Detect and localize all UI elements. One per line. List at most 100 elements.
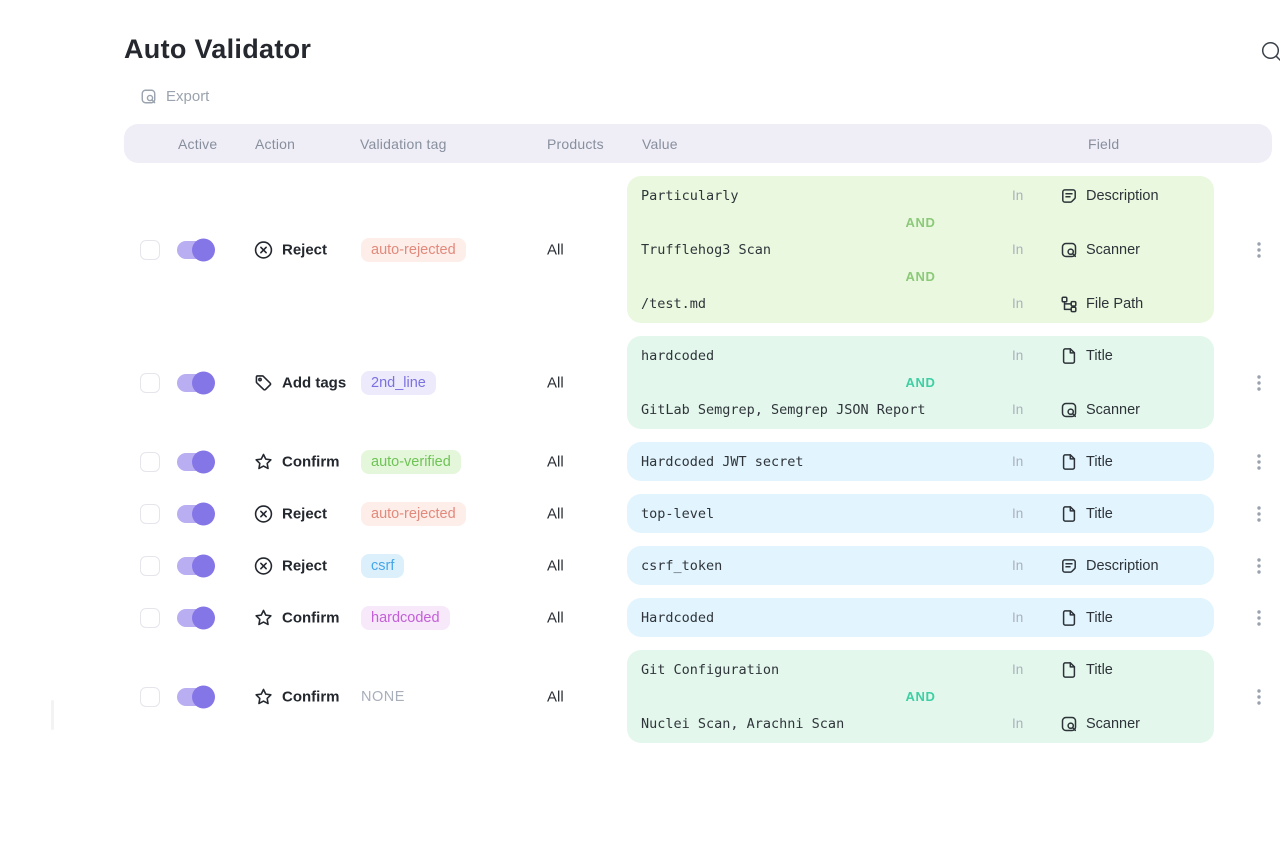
description-icon bbox=[1062, 188, 1076, 203]
action-cell: Reject bbox=[254, 240, 327, 259]
active-toggle[interactable] bbox=[177, 606, 215, 629]
search-icon-glyph bbox=[1261, 41, 1280, 62]
condition-field: Title bbox=[1060, 609, 1200, 627]
active-toggle[interactable] bbox=[177, 371, 215, 394]
kebab-dots bbox=[1257, 241, 1261, 258]
column-header-field: Field bbox=[1088, 135, 1120, 152]
row-checkbox[interactable] bbox=[140, 451, 160, 472]
condition-operator: In bbox=[1012, 558, 1024, 573]
condition-row: /test.md In File Path bbox=[627, 290, 1214, 317]
toggle-knob bbox=[192, 238, 215, 261]
products-value: All bbox=[547, 609, 564, 626]
validation-tag: auto-rejected bbox=[361, 237, 466, 262]
kebab-menu-icon[interactable] bbox=[1250, 504, 1268, 524]
export-button[interactable]: Export bbox=[140, 88, 209, 105]
table-row: Reject auto-rejected All Particularly In Desc… bbox=[124, 176, 1280, 323]
kebab-menu-icon[interactable] bbox=[1250, 240, 1268, 260]
column-header-action: Action bbox=[255, 135, 296, 152]
column-header-value: Value bbox=[642, 135, 678, 152]
condition-field: Title bbox=[1060, 661, 1200, 679]
left-edge-mark bbox=[51, 700, 54, 730]
row-checkbox[interactable] bbox=[140, 686, 160, 707]
row-checkbox[interactable] bbox=[140, 372, 160, 393]
condition-row: Git Configuration In Title bbox=[627, 656, 1214, 683]
condition-field: Scanner bbox=[1060, 241, 1200, 259]
condition-value: Trufflehog3 Scan bbox=[641, 241, 772, 258]
title-icon bbox=[1062, 609, 1076, 626]
condition-field: Title bbox=[1060, 453, 1200, 471]
active-toggle[interactable] bbox=[177, 502, 215, 525]
condition-field-label: Description bbox=[1086, 187, 1159, 204]
validation-tag: NONE bbox=[361, 688, 405, 705]
action-cell: Reject bbox=[254, 556, 327, 575]
kebab-menu-icon[interactable] bbox=[1250, 452, 1268, 472]
row-checkbox[interactable] bbox=[140, 555, 160, 576]
star-icon bbox=[255, 453, 272, 469]
joiner-label: AND bbox=[905, 215, 936, 230]
condition-field-label: Title bbox=[1086, 505, 1113, 522]
action-cell: Confirm bbox=[254, 452, 340, 471]
action-label: Confirm bbox=[282, 453, 340, 470]
row-checkbox[interactable] bbox=[140, 607, 160, 628]
products-value: All bbox=[547, 557, 564, 574]
condition-field: File Path bbox=[1060, 295, 1200, 313]
condition-row: Hardcoded In Title bbox=[627, 604, 1214, 631]
condition-field-label: Scanner bbox=[1086, 715, 1141, 732]
search-icon[interactable] bbox=[1261, 41, 1280, 67]
validation-tag: 2nd_line bbox=[361, 370, 436, 395]
active-toggle[interactable] bbox=[177, 450, 215, 473]
condition-value: Nuclei Scan, Arachni Scan bbox=[641, 715, 845, 732]
kebab-menu-icon[interactable] bbox=[1250, 556, 1268, 576]
title-icon bbox=[1062, 347, 1076, 364]
condition-value: hardcoded bbox=[641, 347, 715, 364]
condition-field-label: Title bbox=[1086, 453, 1113, 470]
condition-field-label: Description bbox=[1086, 557, 1159, 574]
star-icon bbox=[255, 688, 272, 704]
action-label: Confirm bbox=[282, 688, 340, 705]
condition-operator: In bbox=[1012, 610, 1024, 625]
table-row: Reject auto-rejected All top-level In Title bbox=[124, 494, 1280, 533]
value-block: Git Configuration In Title AND Nuclei Scan, … bbox=[627, 650, 1214, 743]
file-path-icon bbox=[1061, 295, 1077, 312]
kebab-dots bbox=[1257, 557, 1261, 574]
row-checkbox[interactable] bbox=[140, 503, 160, 524]
condition-field: Description bbox=[1060, 187, 1200, 205]
tag-icon bbox=[255, 374, 272, 391]
condition-value: GitLab Semgrep, Semgrep JSON Report bbox=[641, 401, 926, 418]
table-row: Confirm NONE All Git Configuration In Title AN… bbox=[124, 650, 1280, 743]
kebab-menu-icon[interactable] bbox=[1250, 687, 1268, 707]
active-toggle[interactable] bbox=[177, 685, 215, 708]
condition-row: Hardcoded JWT secret In Title bbox=[627, 448, 1214, 475]
kebab-menu-icon[interactable] bbox=[1250, 373, 1268, 393]
table-row: Confirm auto-verified All Hardcoded JWT sec… bbox=[124, 442, 1280, 481]
active-toggle[interactable] bbox=[177, 554, 215, 577]
condition-operator: In bbox=[1012, 402, 1024, 417]
action-cell: Add tags bbox=[254, 373, 346, 392]
action-cell: Reject bbox=[254, 504, 327, 523]
scanner-icon bbox=[1061, 242, 1077, 257]
validation-tag: auto-verified bbox=[361, 449, 461, 474]
kebab-dots bbox=[1257, 505, 1261, 522]
kebab-dots bbox=[1257, 374, 1261, 391]
condition-field: Description bbox=[1060, 557, 1200, 575]
condition-field: Title bbox=[1060, 347, 1200, 365]
kebab-menu-icon[interactable] bbox=[1250, 608, 1268, 628]
scanner-icon bbox=[1061, 716, 1077, 731]
condition-field-label: Title bbox=[1086, 347, 1113, 364]
table-row: Add tags 2nd_line All hardcoded In Title AND Gi… bbox=[124, 336, 1280, 429]
condition-field: Title bbox=[1060, 505, 1200, 523]
condition-row: Trufflehog3 Scan In Scanner bbox=[627, 236, 1214, 263]
active-toggle[interactable] bbox=[177, 238, 215, 261]
condition-operator: In bbox=[1012, 454, 1024, 469]
value-block: Hardcoded JWT secret In Title bbox=[627, 442, 1214, 481]
condition-field: Scanner bbox=[1060, 715, 1200, 733]
row-checkbox[interactable] bbox=[140, 239, 160, 260]
validation-tag: hardcoded bbox=[361, 605, 450, 630]
condition-operator: In bbox=[1012, 296, 1024, 311]
reject-icon bbox=[254, 504, 273, 523]
condition-value: Hardcoded bbox=[641, 609, 715, 626]
scanner-icon bbox=[1061, 402, 1077, 417]
validation-tag: csrf bbox=[361, 553, 405, 578]
condition-row: hardcoded In Title bbox=[627, 342, 1214, 369]
page-title: Auto Validator bbox=[124, 34, 312, 64]
